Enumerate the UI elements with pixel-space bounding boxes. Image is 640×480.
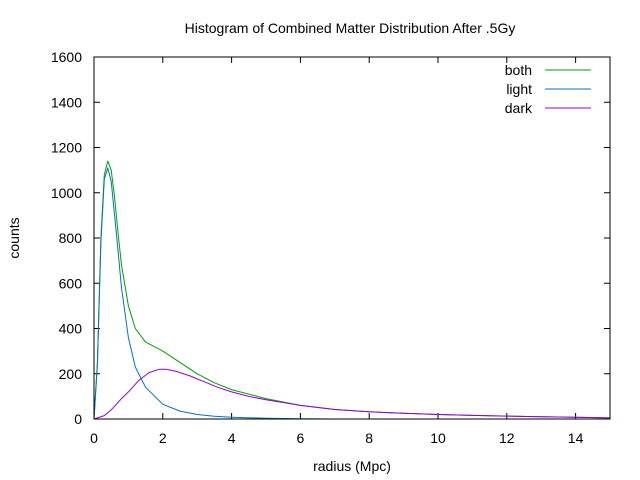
y-tick-label: 0 — [74, 411, 82, 427]
x-tick-label: 4 — [228, 430, 236, 446]
y-tick-label: 1400 — [51, 94, 82, 110]
series-line-dark — [93, 368, 611, 420]
y-tick-label: 800 — [59, 230, 83, 246]
plot-frame — [93, 56, 611, 420]
chart-title: Histogram of Combined Matter Distributio… — [185, 20, 516, 36]
x-tick-label: 6 — [297, 430, 305, 446]
series-line-both — [93, 160, 611, 420]
x-tick-label: 8 — [365, 430, 373, 446]
legend-label-dark: dark — [505, 100, 533, 116]
x-tick-label: 0 — [90, 430, 98, 446]
y-tick-label: 1200 — [51, 140, 82, 156]
legend-label-light: light — [506, 81, 532, 97]
legend-label-both: both — [505, 62, 532, 78]
x-axis-label: radius (Mpc) — [313, 458, 391, 474]
legend: both light dark — [505, 62, 591, 116]
series-line-light — [93, 167, 335, 420]
x-tick-label: 2 — [159, 430, 167, 446]
y-tick-label: 600 — [59, 275, 83, 291]
series-group — [93, 160, 611, 420]
y-axis-label: counts — [6, 217, 22, 258]
y-tick-label: 1600 — [51, 49, 82, 65]
y-tick-label: 1000 — [51, 185, 82, 201]
y-tick-label: 200 — [59, 366, 83, 382]
x-tick-label: 10 — [430, 430, 446, 446]
y-tick-label: 400 — [59, 321, 83, 337]
x-tick-label: 14 — [568, 430, 584, 446]
x-tick-label: 12 — [499, 430, 515, 446]
